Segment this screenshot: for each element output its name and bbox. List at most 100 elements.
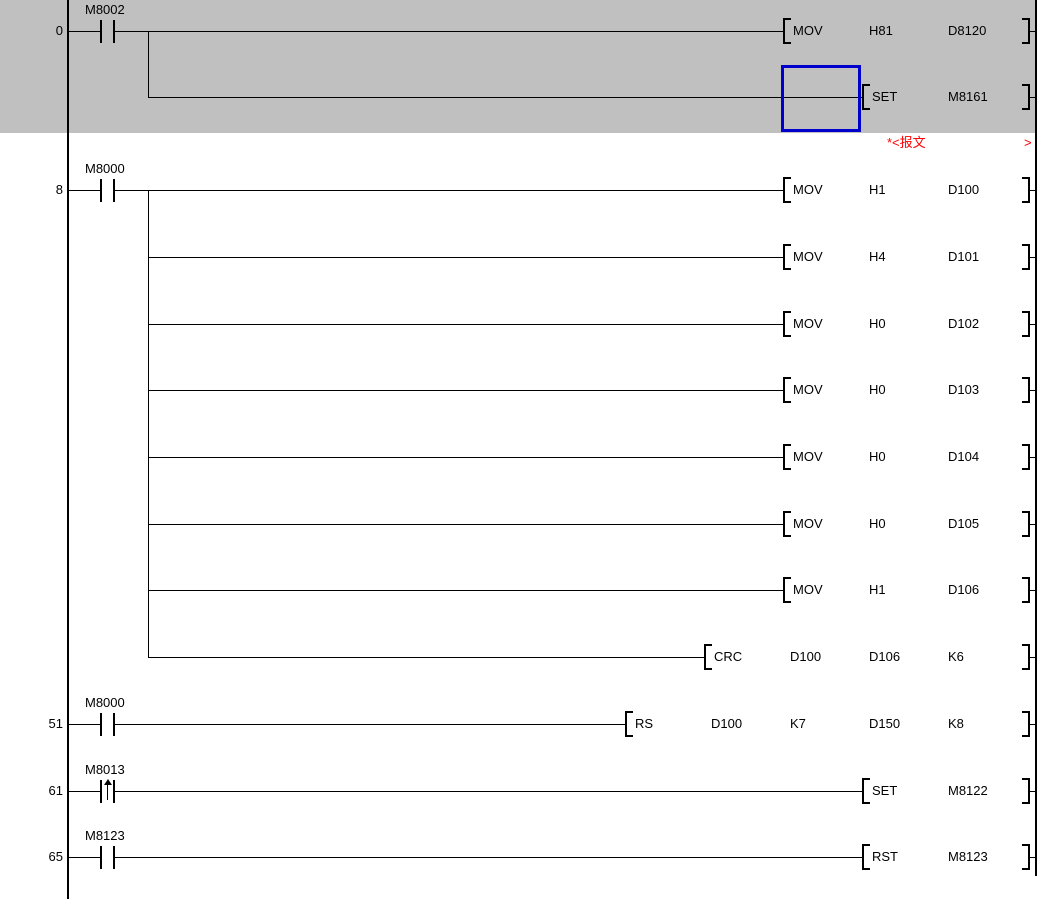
instruction-open-bracket: [862, 778, 870, 804]
device-label: M8000: [85, 695, 125, 710]
instruction-set-m8161[interactable]: [862, 84, 1035, 110]
instruction-mov-h1-d106[interactable]: [783, 577, 1035, 603]
operand: K8: [948, 716, 964, 731]
wire: [1030, 257, 1035, 258]
instruction-open-bracket: [862, 84, 870, 110]
instruction-open-bracket: [783, 444, 791, 470]
instruction-open-bracket: [783, 18, 791, 44]
rising-edge-arrow: [107, 782, 108, 800]
device-label: M8002: [85, 2, 125, 17]
instruction-mov-h4-d101[interactable]: [783, 244, 1035, 270]
contact-bar: [113, 179, 115, 202]
device-label: M8000: [85, 161, 125, 176]
operand: H81: [869, 23, 893, 38]
instruction-crc-d100-d106-k6[interactable]: [704, 644, 1035, 670]
instruction-open-bracket: [783, 244, 791, 270]
instruction-open-bracket: [704, 644, 712, 670]
instruction-close-bracket: [1022, 84, 1030, 110]
wire: [1030, 390, 1035, 391]
operand: D100: [948, 182, 980, 197]
instruction-name: RS: [635, 716, 654, 731]
step-number: 0: [55, 23, 63, 38]
instruction-open-bracket: [783, 377, 791, 403]
wire: [115, 31, 783, 32]
instruction-name: MOV: [793, 316, 823, 331]
instruction-open-bracket: [783, 511, 791, 537]
instruction-mov-h0-d103[interactable]: [783, 377, 1035, 403]
branch-line: [148, 31, 149, 98]
wire: [69, 724, 100, 725]
branch-line: [148, 190, 149, 658]
wire: [1030, 190, 1035, 191]
instruction-name: SET: [872, 89, 898, 104]
wire: [148, 657, 704, 658]
instruction-mov-h81-d8120[interactable]: [783, 18, 1035, 44]
step-number: 8: [55, 182, 63, 197]
right-power-rail: [1035, 0, 1037, 876]
device-label: M8013: [85, 762, 125, 777]
instruction-open-bracket: [783, 177, 791, 203]
operand: H1: [869, 582, 886, 597]
operand: K7: [790, 716, 806, 731]
operand: H0: [869, 516, 886, 531]
contact-bar: [100, 846, 102, 869]
contact-bar: [113, 780, 115, 803]
instruction-close-bracket: [1022, 311, 1030, 337]
operand: M8123: [948, 849, 988, 864]
selected-rows-highlight: [0, 0, 1037, 133]
operand: D100: [790, 649, 822, 664]
instruction-name: MOV: [793, 449, 823, 464]
wire: [1030, 724, 1035, 725]
contact-bar: [100, 780, 102, 803]
contact-bar: [113, 846, 115, 869]
wire: [148, 97, 862, 98]
wire: [115, 724, 625, 725]
wire: [115, 190, 783, 191]
step-number: 61: [48, 783, 63, 798]
operand: H1: [869, 182, 886, 197]
instruction-name: MOV: [793, 516, 823, 531]
instruction-mov-h0-d102[interactable]: [783, 311, 1035, 337]
wire: [1030, 524, 1035, 525]
instruction-close-bracket: [1022, 577, 1030, 603]
wire: [1030, 324, 1035, 325]
instruction-rst-m8123[interactable]: [862, 844, 1035, 870]
instruction-close-bracket: [1022, 377, 1030, 403]
instruction-name: CRC: [714, 649, 743, 664]
contact-bar: [100, 179, 102, 202]
operand: D8120: [948, 23, 987, 38]
instruction-mov-h1-d100[interactable]: [783, 177, 1035, 203]
operand: H0: [869, 449, 886, 464]
wire: [148, 457, 783, 458]
instruction-set-m8122[interactable]: [862, 778, 1035, 804]
instruction-mov-h0-d104[interactable]: [783, 444, 1035, 470]
instruction-rs-d100-k7-d150-k8[interactable]: [625, 711, 1035, 737]
step-number: 51: [48, 716, 63, 731]
wire: [115, 857, 862, 858]
operand: D150: [869, 716, 901, 731]
rung-statement[interactable]: *<报文: [887, 135, 926, 150]
wire: [115, 791, 862, 792]
instruction-name: MOV: [793, 182, 823, 197]
instruction-mov-h0-d105[interactable]: [783, 511, 1035, 537]
instruction-name: MOV: [793, 582, 823, 597]
instruction-close-bracket: [1022, 644, 1030, 670]
instruction-name: SET: [872, 783, 898, 798]
operand: K6: [948, 649, 964, 664]
operand: D101: [948, 249, 980, 264]
operand: D105: [948, 516, 980, 531]
wire: [69, 190, 100, 191]
instruction-name: MOV: [793, 249, 823, 264]
rising-edge-arrowhead: [104, 779, 112, 785]
operand: H0: [869, 382, 886, 397]
wire: [1030, 791, 1035, 792]
instruction-open-bracket: [625, 711, 633, 737]
operand: D100: [711, 716, 743, 731]
selection-cursor[interactable]: [781, 65, 861, 132]
wire: [1030, 857, 1035, 858]
operand: H0: [869, 316, 886, 331]
wire: [1030, 31, 1035, 32]
wire: [69, 857, 100, 858]
device-label: M8123: [85, 828, 125, 843]
